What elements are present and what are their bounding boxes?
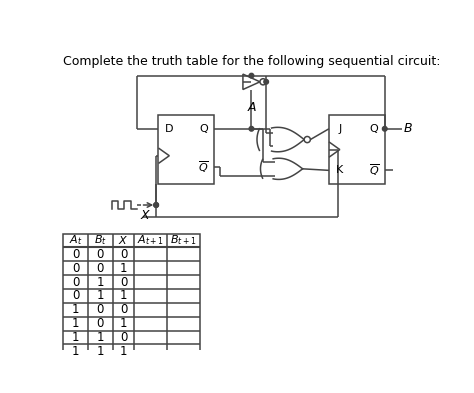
Circle shape [249,127,254,131]
Text: 1: 1 [120,262,128,275]
Text: 1: 1 [72,303,79,316]
Text: 0: 0 [72,289,79,302]
Text: 0: 0 [97,262,104,275]
Text: 1: 1 [97,331,104,344]
Text: 1: 1 [72,345,79,358]
Text: 1: 1 [72,317,79,330]
Text: 1: 1 [97,345,104,358]
Text: 0: 0 [120,303,127,316]
Text: 0: 0 [120,275,127,288]
Text: $A_t$: $A_t$ [69,233,82,247]
Text: K: K [336,165,344,175]
Text: 1: 1 [120,289,128,302]
Text: Q: Q [199,124,208,134]
Circle shape [304,136,310,143]
Bar [63,233,200,358]
Text: 1: 1 [120,317,128,330]
Circle shape [264,79,268,84]
Bar [329,115,385,184]
Text: 0: 0 [72,275,79,288]
Text: $B_{t+1}$: $B_{t+1}$ [170,233,197,247]
Text: D: D [165,124,173,134]
Text: 0: 0 [97,248,104,261]
Circle shape [154,203,158,208]
Text: Complete the truth table for the following sequential circuit:: Complete the truth table for the followi… [63,55,441,68]
Text: 1: 1 [97,289,104,302]
Circle shape [260,79,266,85]
Circle shape [154,203,158,208]
Text: 0: 0 [72,248,79,261]
Text: 1: 1 [120,345,128,358]
Text: $B_t$: $B_t$ [94,233,107,247]
Text: 1: 1 [97,275,104,288]
Circle shape [249,73,254,78]
Text: 1: 1 [72,331,79,344]
Text: 0: 0 [97,317,104,330]
Bar [158,115,214,184]
Text: 0: 0 [120,331,127,344]
Text: 0: 0 [120,248,127,261]
Text: Q: Q [370,124,378,134]
Text: X: X [140,209,149,222]
Text: $X$: $X$ [118,235,129,246]
Circle shape [383,127,387,131]
Text: B: B [404,122,412,135]
Text: 0: 0 [97,303,104,316]
Text: $\overline{Q}$: $\overline{Q}$ [198,160,209,175]
Text: $A_{t+1}$: $A_{t+1}$ [137,233,164,247]
Text: J: J [338,124,341,134]
Text: A: A [247,101,255,114]
Text: 0: 0 [72,262,79,275]
Text: $\overline{Q}$: $\overline{Q}$ [368,163,379,178]
